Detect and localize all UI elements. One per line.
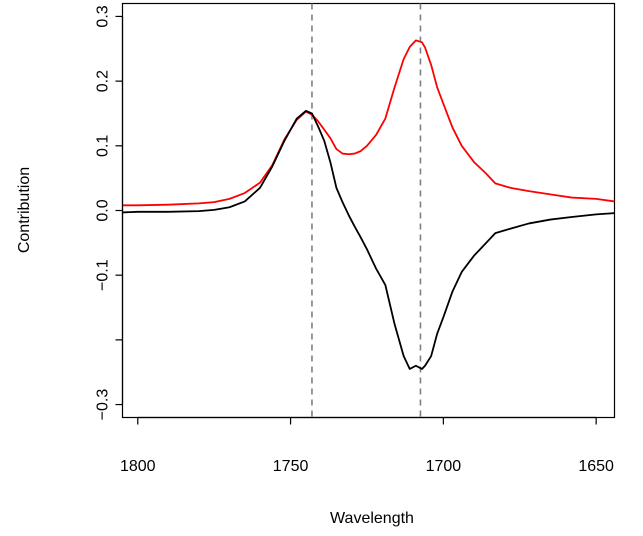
x-axis-label: Wavelength — [330, 510, 414, 527]
y-tick-label: 0.0 — [95, 199, 112, 221]
series-line-1 — [122, 109, 615, 370]
x-tick-label: 1750 — [273, 458, 309, 475]
y-tick-label: 0.1 — [95, 135, 112, 157]
x-tick-label: 1650 — [578, 458, 614, 475]
y-tick-label: 0.3 — [95, 5, 112, 27]
series-lines — [122, 39, 615, 370]
y-axis-label: Contribution — [16, 167, 33, 253]
y-tick-label: 0.2 — [95, 70, 112, 92]
x-tick-label: 1800 — [120, 458, 156, 475]
y-tick-label: −0.3 — [95, 389, 112, 421]
y-axis: −0.3 −0.1 0.0 0.1 0.2 0.3 — [95, 5, 124, 421]
reference-lines — [311, 3, 422, 418]
y-tick-label: −0.1 — [95, 259, 112, 291]
x-tick-label: 1700 — [426, 458, 462, 475]
x-axis: 1800 1750 1700 1650 — [120, 416, 614, 475]
series-line-0 — [122, 39, 615, 207]
